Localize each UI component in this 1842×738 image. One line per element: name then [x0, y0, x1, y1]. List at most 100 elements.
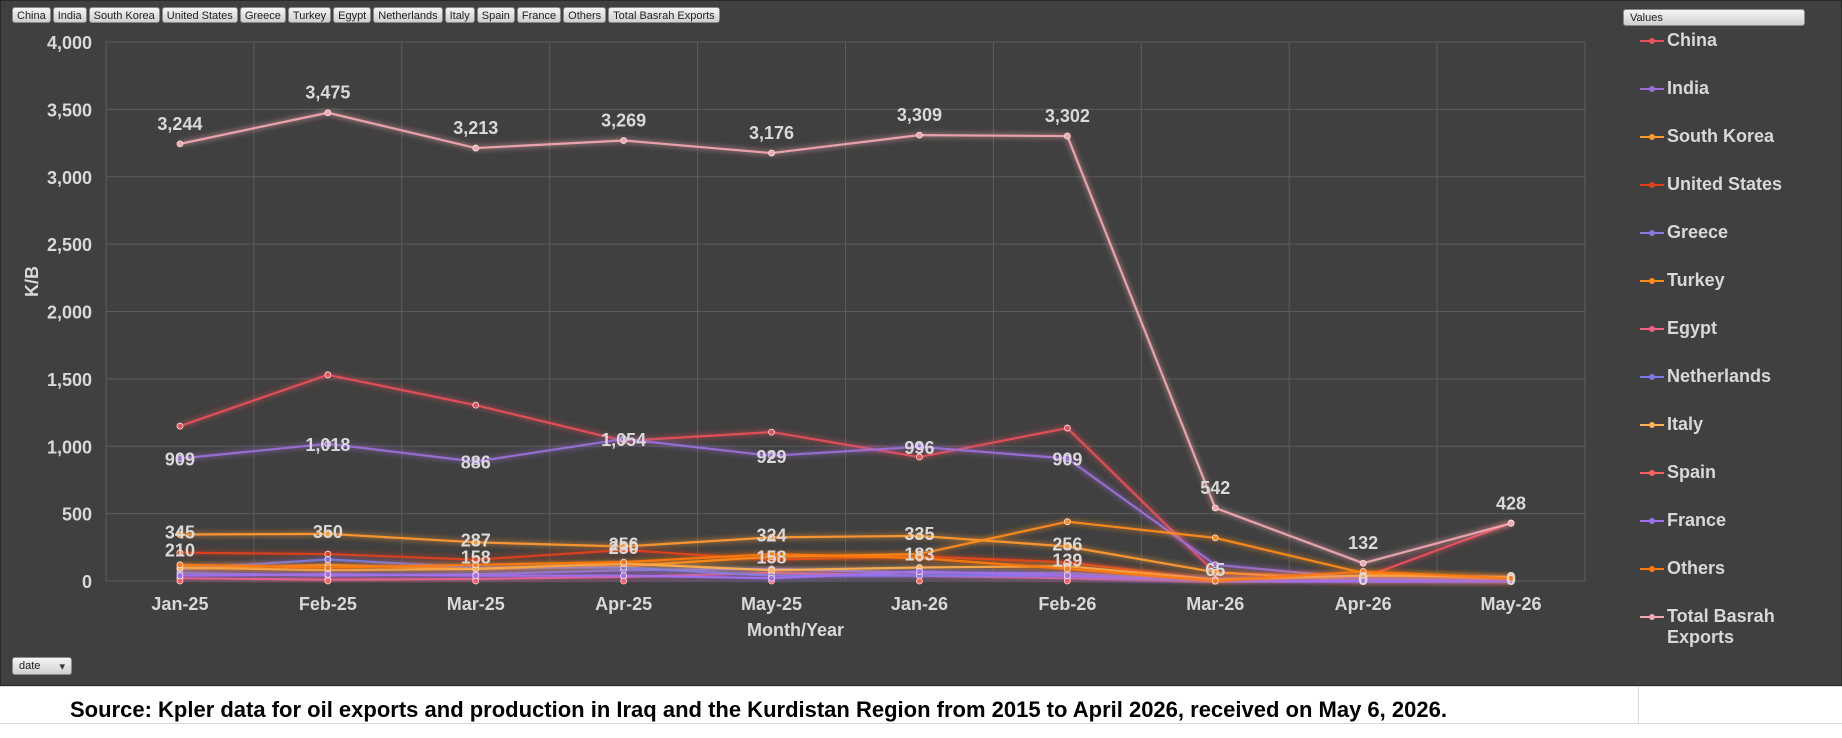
- data-point: [768, 566, 775, 574]
- field-button-5[interactable]: Turkey: [287, 7, 332, 23]
- data-point: [472, 561, 480, 569]
- data-point: [1359, 577, 1367, 585]
- data-label: 65: [1205, 560, 1225, 580]
- legend-item: Egypt: [1636, 318, 1836, 362]
- series-line: [179, 111, 1512, 565]
- legend-dot-marker: [1649, 374, 1655, 380]
- data-point: [176, 572, 184, 580]
- data-label: 350: [313, 522, 343, 542]
- legend-label: France: [1667, 510, 1727, 530]
- legend-item: Netherlands: [1636, 366, 1836, 410]
- legend-label: Spain: [1667, 462, 1717, 482]
- legend-label: Turkey: [1667, 270, 1725, 290]
- y-tick-label: 0: [82, 572, 92, 592]
- data-point: [324, 570, 332, 578]
- series-1: [176, 435, 1515, 584]
- data-point: [768, 452, 775, 460]
- date-filter-button[interactable]: date ▾: [12, 657, 72, 675]
- data-label: 345: [165, 523, 195, 543]
- values-field-button[interactable]: Values: [1623, 9, 1805, 26]
- data-point: [1063, 565, 1071, 573]
- data-point: [916, 443, 923, 451]
- data-point: [472, 401, 480, 409]
- data-point: [324, 556, 332, 563]
- field-button-3[interactable]: United States: [161, 7, 238, 23]
- data-point: [324, 440, 332, 448]
- field-button-8[interactable]: Italy: [444, 7, 475, 23]
- legend-dot-marker: [1649, 566, 1655, 572]
- legend-dot-marker: [1649, 470, 1655, 476]
- data-point: [1063, 518, 1071, 526]
- data-point: [916, 577, 923, 585]
- data-point: [472, 458, 480, 466]
- x-tick-label: Feb-25: [299, 594, 357, 614]
- legend-item: France: [1636, 510, 1836, 554]
- x-tick-label: Feb-26: [1038, 594, 1096, 614]
- data-point: [1063, 572, 1071, 580]
- data-point: [1211, 504, 1219, 512]
- data-point: [916, 131, 923, 139]
- legend-label: India: [1667, 78, 1710, 98]
- field-button-11[interactable]: Others: [563, 7, 607, 23]
- legend-label: Italy: [1667, 414, 1704, 434]
- x-tick-label: Apr-26: [1335, 594, 1392, 614]
- series-field-buttons: China India South Korea United States Greece…: [12, 7, 720, 23]
- x-tick-label: May-25: [741, 594, 802, 614]
- data-label: 3,176: [749, 123, 794, 143]
- data-label: 3,302: [1045, 106, 1090, 126]
- data-point: [620, 137, 628, 144]
- data-label: 256: [1052, 535, 1082, 555]
- data-point: [1063, 455, 1071, 462]
- data-point: [176, 455, 184, 462]
- data-label: 3,213: [453, 118, 498, 138]
- data-point: [1211, 534, 1219, 542]
- series-10: [176, 568, 1515, 585]
- y-tick-label: 1,500: [47, 370, 92, 390]
- field-button-9[interactable]: Spain: [476, 7, 515, 23]
- field-button-10[interactable]: France: [516, 7, 562, 23]
- data-point: [176, 140, 184, 148]
- data-label: 3,244: [157, 114, 202, 134]
- spreadsheet-row: [0, 686, 1842, 738]
- legend-dot-marker: [1649, 278, 1655, 284]
- data-point: [1211, 561, 1219, 569]
- field-button-6[interactable]: Egypt: [333, 7, 372, 23]
- legend-item: Turkey: [1636, 270, 1836, 314]
- legend-item: Italy: [1636, 414, 1836, 458]
- legend-label: Netherlands: [1667, 366, 1772, 386]
- data-label: 158: [461, 548, 491, 568]
- data-point: [324, 577, 332, 585]
- legend-item: United States: [1636, 174, 1836, 218]
- data-point: [620, 546, 628, 554]
- legend-label: China: [1667, 30, 1718, 50]
- cell-border: [0, 723, 1842, 724]
- data-point: [620, 558, 628, 566]
- data-point: [472, 538, 480, 546]
- data-point: [1507, 519, 1515, 527]
- line-chart: 0 500 1,000 1,500 2,000 2,500 3,000 3,500 4,000 J…: [22, 33, 1586, 640]
- data-label: 1,054: [601, 430, 646, 450]
- legend-dot-marker: [1649, 614, 1655, 620]
- data-point: [768, 574, 775, 582]
- legend-item: Spain: [1636, 462, 1836, 506]
- data-label: 1,018: [305, 435, 350, 455]
- field-button-4[interactable]: Greece: [239, 7, 286, 23]
- data-label: 335: [904, 524, 934, 544]
- x-axis-title: Month/Year: [747, 620, 844, 640]
- data-point: [1359, 559, 1367, 567]
- field-button-2[interactable]: South Korea: [88, 7, 160, 23]
- data-point: [324, 564, 332, 571]
- y-tick-label: 2,000: [47, 303, 92, 323]
- series-line: [179, 570, 1512, 583]
- data-label: 428: [1496, 493, 1526, 513]
- field-button-0[interactable]: China: [12, 7, 51, 23]
- legend-label: Others: [1667, 558, 1726, 578]
- legend-label: United States: [1667, 174, 1783, 194]
- data-point: [916, 568, 923, 575]
- x-tick-label: Mar-25: [447, 594, 505, 614]
- data-label: 3,475: [305, 83, 350, 103]
- field-button-1[interactable]: India: [52, 7, 87, 23]
- cell-border: [1638, 686, 1639, 723]
- field-button-12[interactable]: Total Basrah Exports: [608, 7, 720, 23]
- field-button-7[interactable]: Netherlands: [373, 7, 443, 23]
